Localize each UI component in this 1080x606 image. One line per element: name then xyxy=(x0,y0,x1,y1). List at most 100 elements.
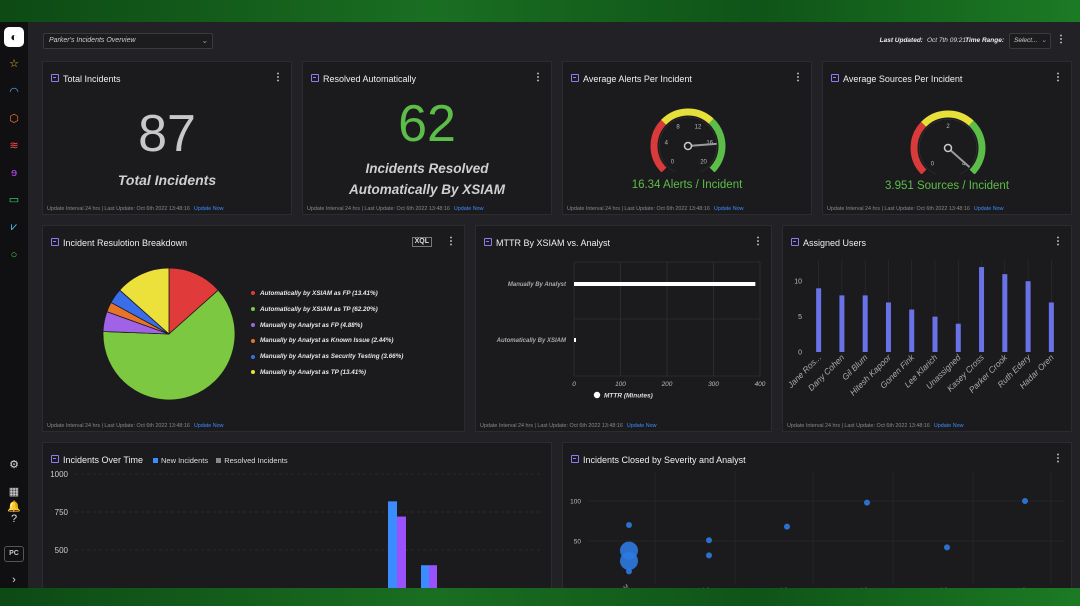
widget-assigned-users: Assigned Users ⋮ 0 5 10 Jane Ros... Dany Coh… xyxy=(782,225,1072,432)
widget-menu-icon[interactable]: ⋮ xyxy=(1053,72,1063,83)
pie-legend-item[interactable]: Manually by Analyst as TP (13.41%) xyxy=(251,369,366,376)
widget-icon xyxy=(571,455,579,463)
update-now-link[interactable]: Update Now xyxy=(713,206,744,212)
widget-footer: Update Interval 24 hrs | Last Update: Oc… xyxy=(827,206,1004,212)
alerts-gauge-value: 16.34 Alerts / Incident xyxy=(631,179,743,191)
update-now-link[interactable]: Update Now xyxy=(973,206,1004,212)
resolved-auto-value: 62 xyxy=(398,95,456,153)
gauge-hub xyxy=(943,143,953,153)
gauge-needle xyxy=(687,142,717,147)
gauge-inner-ring xyxy=(658,116,718,172)
user-bar xyxy=(909,309,915,352)
help-icon[interactable]: ? xyxy=(10,513,18,525)
time-bar xyxy=(397,516,406,588)
analytics-icon[interactable]: ⩗ xyxy=(10,221,18,233)
widget-title: Incidents Closed by Severity and Analyst xyxy=(583,455,746,465)
update-now-link[interactable]: Update Now xyxy=(193,423,224,429)
app-logo[interactable]: ◐ xyxy=(4,27,24,47)
mttr-bar xyxy=(574,282,756,286)
widget-menu-icon[interactable]: ⋮ xyxy=(753,236,763,247)
pie-legend-item[interactable]: Manually by Analyst as FP (4.88%) xyxy=(251,322,362,329)
legend-dot xyxy=(251,322,255,327)
gauge-tick-label: 8 xyxy=(676,124,680,130)
legend-label: MTTR (Minutes) xyxy=(604,393,653,400)
gauge-band-mid xyxy=(921,110,974,127)
pie-legend-item[interactable]: Automatically by XSIAM as FP (13.41%) xyxy=(251,290,378,297)
legend-new-label[interactable]: New Incidents xyxy=(161,456,209,465)
widget-title: MTTR By XSIAM vs. Analyst xyxy=(496,238,611,248)
legend-swatch-new xyxy=(153,458,158,463)
widget-average-alerts: Average Alerts Per Incident ⋮ 048121620 … xyxy=(562,61,812,215)
gear-icon[interactable]: ⚙ xyxy=(9,459,19,471)
widget-menu-icon[interactable]: ⋮ xyxy=(793,72,803,83)
y-tick-label: 1000 xyxy=(50,470,68,479)
pie-chart xyxy=(102,267,236,401)
xql-button[interactable]: XQL xyxy=(411,237,432,247)
widget-icon xyxy=(831,74,839,82)
pie-legend-item[interactable]: Automatically by XSIAM as TP (62.20%) xyxy=(251,306,378,313)
update-now-link[interactable]: Update Now xyxy=(193,206,224,212)
dashboard-menu-icon[interactable]: ⋮ xyxy=(1056,34,1066,45)
pie-slice xyxy=(119,267,170,335)
y-tick-label: 500 xyxy=(55,546,69,555)
total-incidents-value: 87 xyxy=(138,105,196,163)
dashboard-header: Parker's Incidents Overview ⌄ Last Updat… xyxy=(28,22,1080,60)
x-category-label: Ruth... xyxy=(1009,584,1026,588)
legend-dot xyxy=(251,291,255,296)
user-bar xyxy=(885,302,891,352)
widget-menu-icon[interactable]: ⋮ xyxy=(533,72,543,83)
widget-menu-icon[interactable]: ⋮ xyxy=(1053,453,1063,464)
legend-resolved-label[interactable]: Resolved Incidents xyxy=(224,456,288,465)
monitor-icon[interactable]: ▭ xyxy=(8,194,20,206)
pie-legend-item[interactable]: Manually by Analyst as Security Testing … xyxy=(251,353,403,360)
gauge-band-low xyxy=(650,119,667,172)
time-bar xyxy=(429,565,437,588)
update-now-link[interactable]: Update Now xyxy=(453,206,484,212)
severity-scatter-chart: 100 50 XSIAM Dany... Hadar... Kasey... Parker.… xyxy=(570,471,1063,588)
legend-label: Manually by Analyst as FP (4.88%) xyxy=(260,321,363,329)
legend-dot xyxy=(251,338,255,343)
user-avatar[interactable]: PC xyxy=(4,546,24,562)
legend-label: Manually by Analyst as Security Testing … xyxy=(260,353,404,361)
widget-title: Total Incidents xyxy=(63,74,121,84)
y-tick-label: 50 xyxy=(574,539,582,546)
incidents-icon[interactable]: ≋ xyxy=(9,140,19,152)
update-now-link[interactable]: Update Now xyxy=(933,423,964,429)
user-bar xyxy=(862,295,868,352)
notifications-icon[interactable]: 🔔 xyxy=(7,501,21,513)
widget-menu-icon[interactable]: ⋮ xyxy=(446,236,456,247)
update-now-link[interactable]: Update Now xyxy=(626,423,657,429)
widget-menu-icon[interactable]: ⋮ xyxy=(1053,236,1063,247)
resolved-auto-label-line2: Automatically By XSIAM xyxy=(348,182,506,197)
gauge-hub xyxy=(683,141,693,151)
x-category-label: Parker... xyxy=(927,584,948,588)
status-icon[interactable]: ○ xyxy=(10,249,18,261)
incidents-over-time-chart: 1000 750 500 xyxy=(50,470,543,588)
scatter-point xyxy=(944,544,950,551)
gauge-needle xyxy=(947,147,970,168)
pie-legend-item[interactable]: Manually by Analyst as Known Issue (2.44… xyxy=(251,337,393,344)
apps-grid-icon[interactable]: ▦ xyxy=(8,486,20,498)
widget-icon xyxy=(791,238,799,246)
x-category-label: XSIAM xyxy=(611,584,630,588)
dashboard-selector[interactable]: Parker's Incidents Overview ⌄ xyxy=(43,33,213,49)
time-range-select[interactable]: Select... ⌄ xyxy=(1009,33,1051,49)
gauge-tick-label: 20 xyxy=(700,160,707,166)
last-updated-label: Last Updated: xyxy=(879,37,923,44)
widget-icon xyxy=(51,74,59,82)
widget-title: Average Sources Per Incident xyxy=(843,74,963,84)
scatter-point xyxy=(864,499,870,506)
widget-resolution-breakdown: Incident Resulotion Breakdown XQL ⋮ Auto… xyxy=(42,225,465,432)
widget-incidents-over-time: Incidents Over Time New Incidents Resolv… xyxy=(42,442,552,588)
investigation-icon[interactable]: ɘ xyxy=(10,167,18,179)
app-window: ◐ ☆ ◠ ⬡ ≋ ɘ ▭ ⩗ ○ ⚙ ▦ 🔔? › PC Parker's Incidents Ov… xyxy=(0,22,1080,588)
widget-menu-icon[interactable]: ⋮ xyxy=(273,72,283,83)
dashboard-icon[interactable]: ◠ xyxy=(9,86,19,98)
legend-dot xyxy=(251,354,255,359)
expand-icon[interactable]: › xyxy=(12,574,16,586)
chevron-down-icon: ⌄ xyxy=(201,36,208,45)
sidebar: ◐ ☆ ◠ ⬡ ≋ ɘ ▭ ⩗ ○ ⚙ ▦ 🔔? › PC xyxy=(0,22,28,588)
alerts-gauge: 048121620 xyxy=(650,108,726,172)
star-icon[interactable]: ☆ xyxy=(9,58,19,70)
shield-icon[interactable]: ⬡ xyxy=(9,113,19,125)
